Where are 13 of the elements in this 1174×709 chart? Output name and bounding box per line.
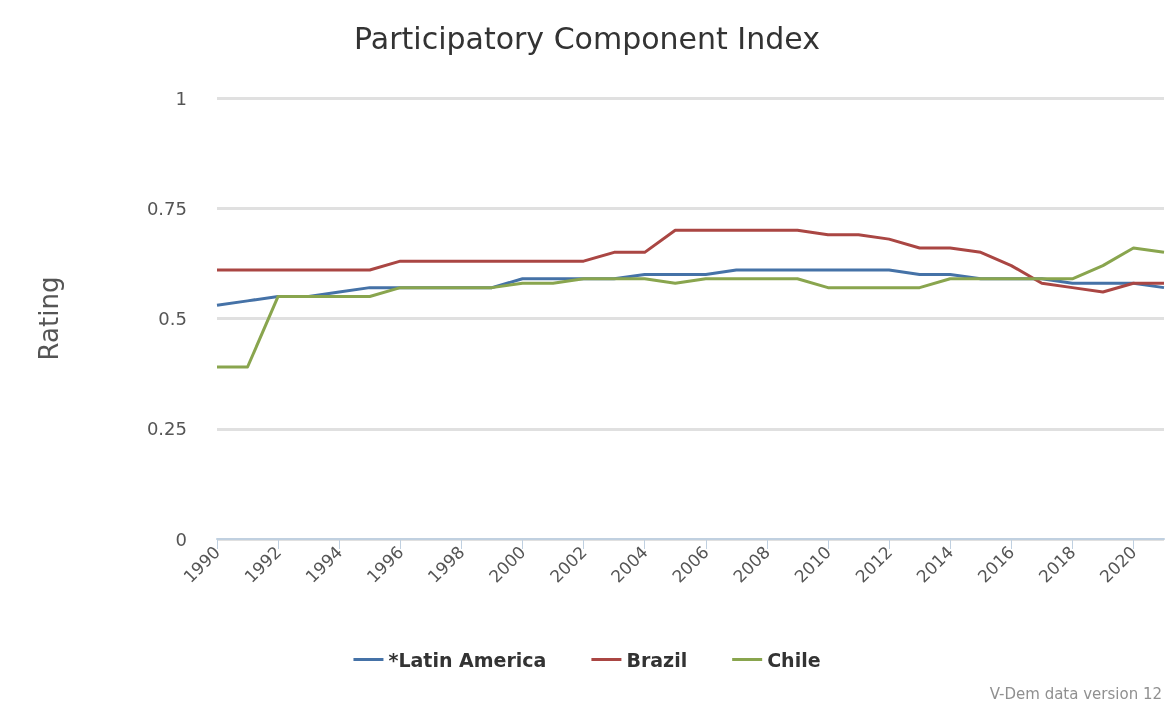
y-tick-label: 0 <box>175 528 187 550</box>
y-tick-label: 1 <box>175 87 187 109</box>
legend-label: *Latin America <box>388 648 547 671</box>
chart-title: Participatory Component Index <box>354 20 820 56</box>
text: V-Dem data version 12 <box>989 684 1163 703</box>
legend-label: Chile <box>767 648 821 671</box>
line-series <box>215 246 1166 369</box>
y-tick-label: 0.75 <box>146 197 187 219</box>
y-tick-label: 0.25 <box>146 418 187 440</box>
line-series <box>215 228 1166 294</box>
y-axis-title: Rating <box>34 276 64 361</box>
y-tick-label: 0.5 <box>158 308 187 329</box>
legend-label: Brazil <box>626 648 688 671</box>
